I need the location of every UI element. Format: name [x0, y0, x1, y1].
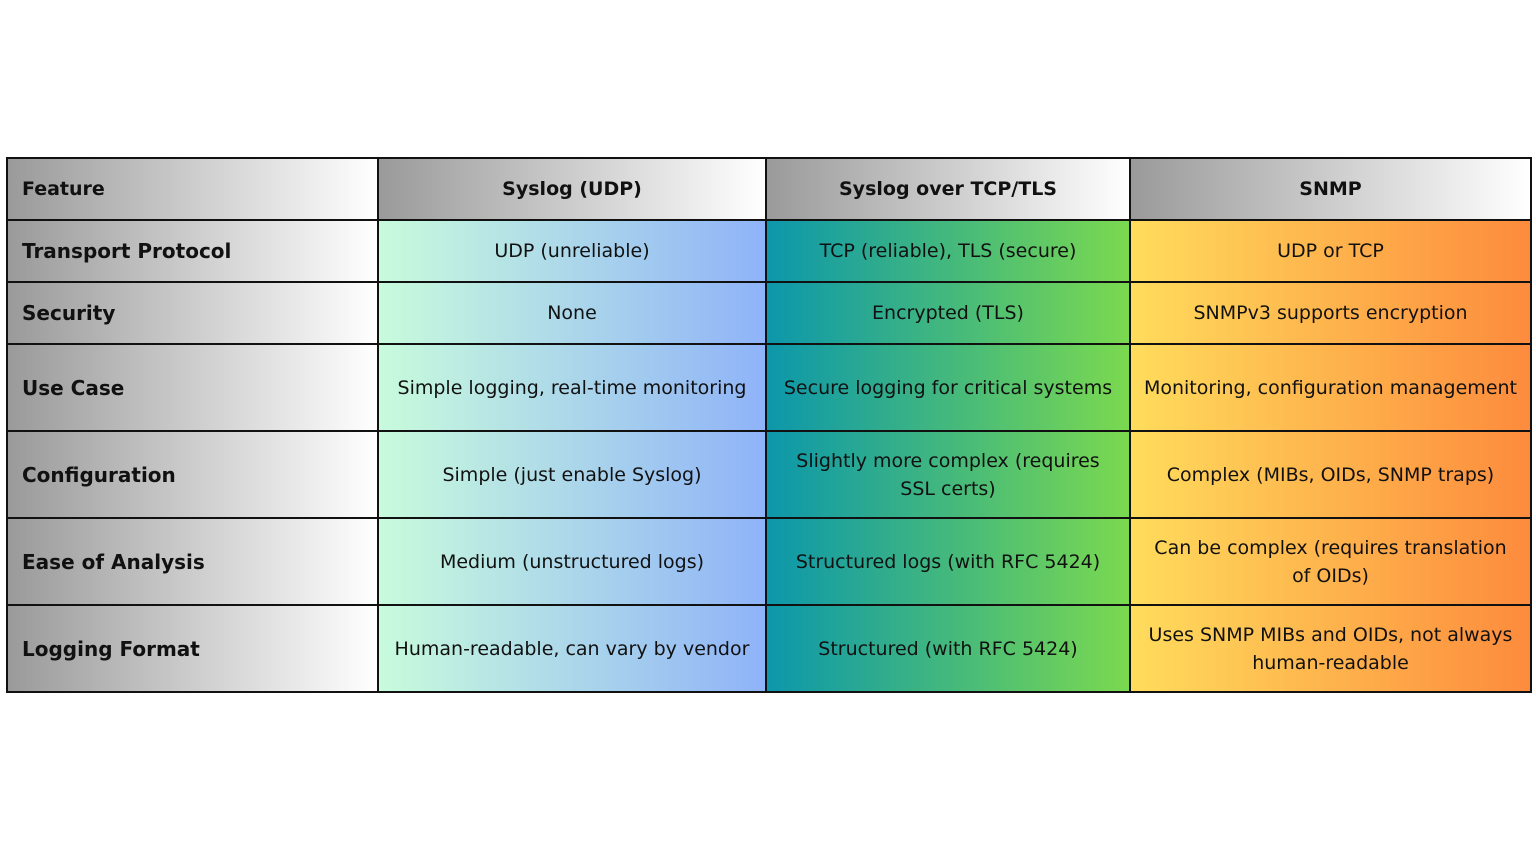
feature-cell: Ease of Analysis — [6, 517, 379, 606]
header-cell: Feature — [6, 157, 379, 221]
value-cell: Monitoring, configuration management — [1129, 343, 1532, 432]
value-cell: UDP or TCP — [1129, 219, 1532, 283]
value-cell: Can be complex (requires translation of … — [1129, 517, 1532, 606]
header-cell: Syslog over TCP/TLS — [765, 157, 1131, 221]
feature-cell: Use Case — [6, 343, 379, 432]
header-cell: Syslog (UDP) — [377, 157, 767, 221]
value-cell: Slightly more complex (requires SSL cert… — [765, 430, 1131, 519]
table-row: Security None Encrypted (TLS) SNMPv3 suppor… — [6, 281, 1532, 345]
value-cell: Secure logging for critical systems — [765, 343, 1131, 432]
feature-cell: Logging Format — [6, 604, 379, 693]
value-cell: Structured (with RFC 5424) — [765, 604, 1131, 693]
table-row: Use Case Simple logging, real-time monito… — [6, 343, 1532, 432]
header-cell: SNMP — [1129, 157, 1532, 221]
value-cell: None — [377, 281, 767, 345]
table-row: Ease of Analysis Medium (unstructured log… — [6, 517, 1532, 606]
table-row: Transport Protocol UDP (unreliable) TCP (r… — [6, 219, 1532, 283]
value-cell: Complex (MIBs, OIDs, SNMP traps) — [1129, 430, 1532, 519]
feature-cell: Transport Protocol — [6, 219, 379, 283]
value-cell: SNMPv3 supports encryption — [1129, 281, 1532, 345]
header-row: Feature Syslog (UDP) Syslog over TCP/TLS SN… — [6, 157, 1532, 221]
comparison-table: Feature Syslog (UDP) Syslog over TCP/TLS SN… — [6, 157, 1532, 693]
value-cell: Structured logs (with RFC 5424) — [765, 517, 1131, 606]
value-cell: Medium (unstructured logs) — [377, 517, 767, 606]
value-cell: Simple (just enable Syslog) — [377, 430, 767, 519]
value-cell: Simple logging, real-time monitoring — [377, 343, 767, 432]
table-row: Logging Format Human-readable, can vary b… — [6, 604, 1532, 693]
value-cell: Encrypted (TLS) — [765, 281, 1131, 345]
value-cell: Uses SNMP MIBs and OIDs, not always huma… — [1129, 604, 1532, 693]
feature-cell: Security — [6, 281, 379, 345]
feature-cell: Configuration — [6, 430, 379, 519]
comparison-table-wrap: Feature Syslog (UDP) Syslog over TCP/TLS SN… — [6, 157, 1532, 693]
table-row: Configuration Simple (just enable Syslog)… — [6, 430, 1532, 519]
value-cell: Human-readable, can vary by vendor — [377, 604, 767, 693]
value-cell: UDP (unreliable) — [377, 219, 767, 283]
value-cell: TCP (reliable), TLS (secure) — [765, 219, 1131, 283]
